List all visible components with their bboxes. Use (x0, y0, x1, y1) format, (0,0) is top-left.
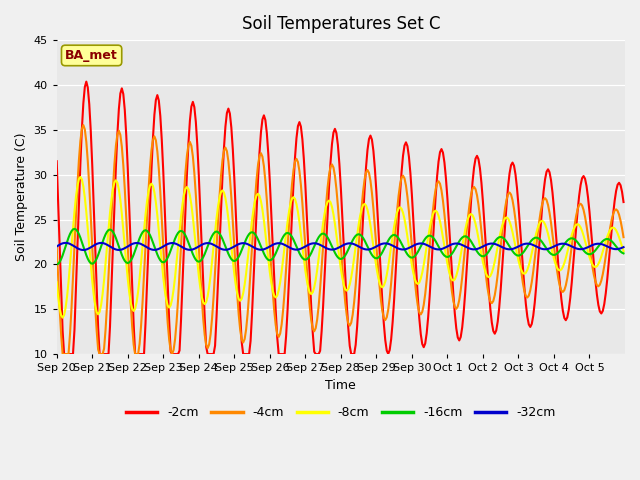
-2cm (60, 351, 68, 357)
-32cm (79, 247, 87, 253)
-2cm (93, 286, 100, 291)
-32cm (74, 245, 81, 251)
-8cm (618, 243, 626, 249)
-4cm (544, 202, 552, 208)
-16cm (620, 251, 627, 256)
Line: -32cm: -32cm (57, 243, 623, 250)
-32cm (460, 243, 468, 249)
-2cm (83, 79, 90, 84)
-16cm (70, 226, 78, 232)
Legend: -2cm, -4cm, -8cm, -16cm, -32cm: -2cm, -4cm, -8cm, -16cm, -32cm (121, 401, 561, 424)
Line: -4cm: -4cm (57, 125, 623, 354)
X-axis label: Time: Time (326, 379, 356, 392)
-8cm (93, 309, 100, 315)
-8cm (544, 231, 552, 237)
-2cm (544, 167, 552, 172)
-16cm (92, 258, 99, 264)
Line: -2cm: -2cm (57, 82, 623, 354)
-2cm (348, 351, 355, 357)
-2cm (618, 189, 626, 195)
-4cm (79, 122, 87, 128)
-32cm (544, 246, 552, 252)
-4cm (618, 226, 626, 231)
Text: BA_met: BA_met (65, 49, 118, 62)
-8cm (59, 315, 67, 321)
Line: -8cm: -8cm (57, 177, 623, 318)
-32cm (53, 243, 61, 249)
-4cm (620, 234, 627, 240)
-2cm (460, 310, 468, 315)
-16cm (458, 235, 466, 240)
-2cm (53, 158, 61, 164)
-4cm (53, 243, 61, 249)
-8cm (77, 174, 84, 180)
-16cm (346, 243, 353, 249)
Title: Soil Temperatures Set C: Soil Temperatures Set C (242, 15, 440, 33)
-32cm (618, 245, 626, 251)
-4cm (93, 328, 100, 334)
Y-axis label: Soil Temperature (C): Soil Temperature (C) (15, 133, 28, 261)
-16cm (74, 228, 81, 234)
Line: -16cm: -16cm (57, 229, 623, 264)
-2cm (74, 243, 81, 249)
-8cm (53, 279, 61, 285)
-16cm (53, 262, 61, 267)
-32cm (61, 240, 69, 246)
-8cm (74, 183, 81, 189)
-4cm (74, 182, 81, 188)
-2cm (620, 199, 627, 205)
-4cm (460, 259, 468, 265)
-8cm (620, 248, 627, 254)
-8cm (460, 235, 468, 241)
-32cm (348, 240, 355, 246)
-16cm (617, 249, 625, 254)
-4cm (59, 351, 67, 357)
-4cm (348, 320, 355, 325)
-32cm (93, 241, 100, 247)
-8cm (348, 275, 355, 280)
-16cm (543, 246, 550, 252)
-32cm (620, 244, 627, 250)
